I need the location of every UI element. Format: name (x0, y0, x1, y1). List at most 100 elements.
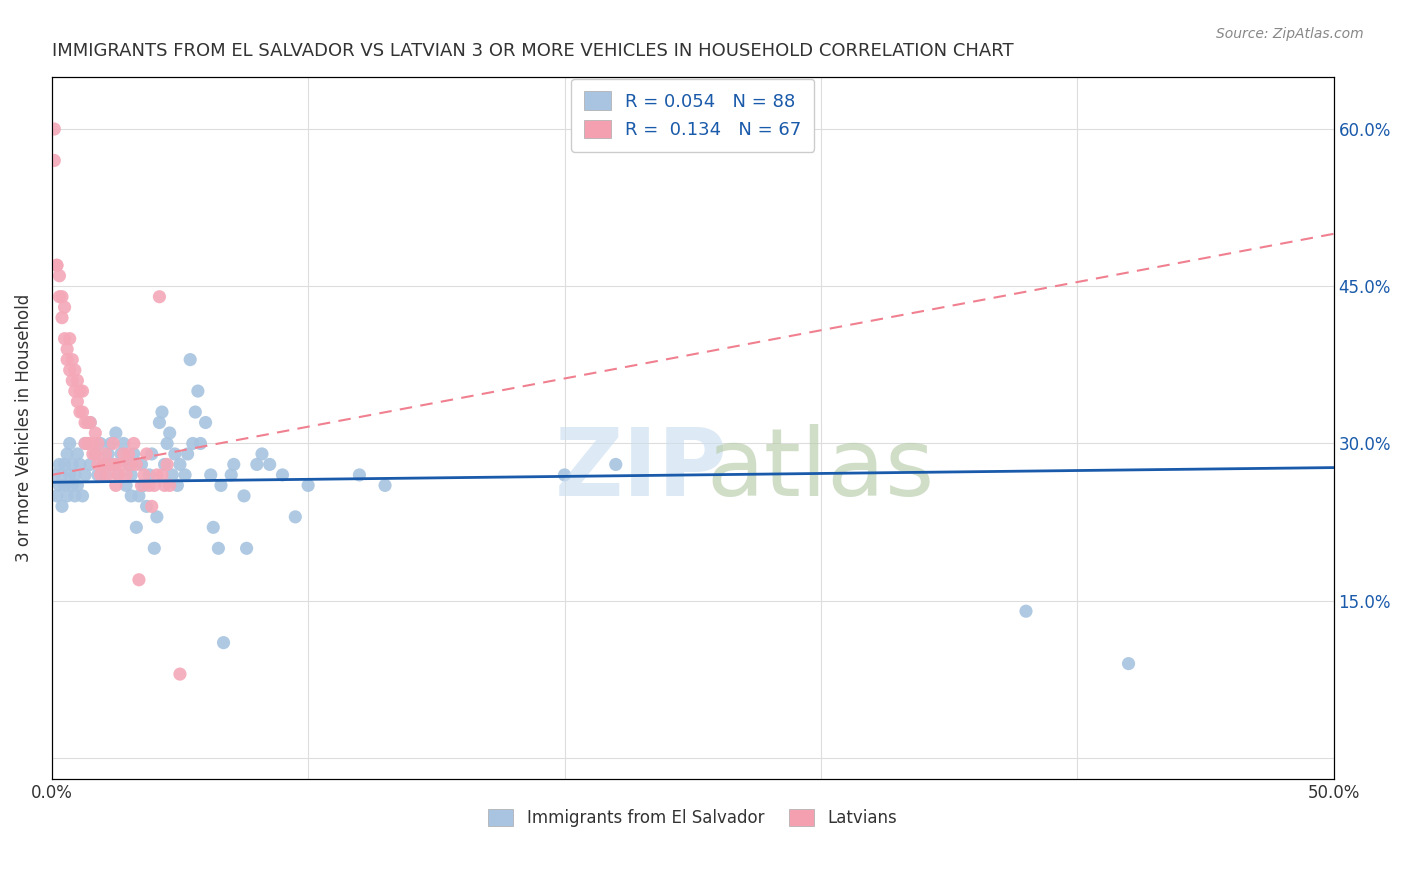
Point (48, 458, 70, 472)
Point (63, 363, 86, 377)
Point (51, 467, 73, 482)
Point (89, 467, 111, 482)
Text: ZIP: ZIP (555, 424, 728, 516)
Point (138, 467, 160, 482)
Point (112, 436, 135, 450)
Point (56, 489, 79, 503)
Point (125, 458, 148, 472)
Point (148, 416, 170, 430)
Point (72, 405, 94, 419)
Point (156, 458, 179, 472)
Point (84, 425, 107, 440)
Point (162, 467, 184, 482)
Point (202, 520, 225, 534)
Point (59, 467, 82, 482)
Point (128, 573, 150, 587)
Point (187, 384, 209, 398)
Point (132, 478, 155, 492)
Point (97, 467, 120, 482)
Point (143, 478, 166, 492)
Point (150, 405, 173, 419)
Point (53, 300, 76, 314)
Point (110, 447, 132, 461)
Text: IMMIGRANTS FROM EL SALVADOR VS LATVIAN 3 OR MORE VEHICLES IN HOUSEHOLD CORRELATI: IMMIGRANTS FROM EL SALVADOR VS LATVIAN 3… (52, 42, 1014, 60)
Point (553, 467, 575, 482)
Point (91, 458, 114, 472)
Point (82, 436, 104, 450)
Point (51, 290, 73, 304)
Point (51, 500, 73, 514)
Point (53, 458, 76, 472)
Point (84, 447, 107, 461)
Point (184, 405, 207, 419)
Point (1118, 657, 1140, 671)
Point (235, 541, 257, 556)
Point (44, 153, 66, 168)
Point (128, 489, 150, 503)
Point (66, 447, 89, 461)
Point (59, 363, 82, 377)
Point (79, 416, 101, 430)
Point (194, 416, 217, 430)
Point (112, 447, 135, 461)
Point (69, 405, 91, 419)
Point (150, 467, 173, 482)
Point (605, 458, 627, 472)
Text: Source: ZipAtlas.com: Source: ZipAtlas.com (1216, 27, 1364, 41)
Point (63, 384, 86, 398)
Point (72, 384, 94, 398)
Point (159, 425, 181, 440)
Point (207, 541, 229, 556)
Point (118, 458, 141, 472)
Point (122, 436, 145, 450)
Point (53, 332, 76, 346)
Point (120, 489, 142, 503)
Point (79, 458, 101, 472)
Point (349, 467, 371, 482)
Point (103, 458, 125, 472)
Point (63, 467, 86, 482)
Point (166, 478, 188, 492)
Point (104, 425, 127, 440)
Point (59, 332, 82, 346)
Point (87, 436, 110, 450)
Point (169, 667, 191, 681)
Point (209, 478, 232, 492)
Point (69, 384, 91, 398)
Point (259, 458, 281, 472)
Point (143, 541, 166, 556)
Point (120, 467, 142, 482)
Point (76, 436, 98, 450)
Point (60, 458, 83, 472)
Point (222, 458, 245, 472)
Point (246, 458, 269, 472)
Point (44, 122, 66, 136)
Point (48, 290, 70, 304)
Point (250, 447, 273, 461)
Point (87, 458, 110, 472)
Point (297, 478, 319, 492)
Point (69, 458, 91, 472)
Point (56, 352, 79, 367)
Point (48, 478, 70, 492)
Point (66, 394, 89, 409)
Point (179, 352, 201, 367)
Point (233, 489, 256, 503)
Point (94, 467, 117, 482)
Point (72, 489, 94, 503)
Point (159, 478, 181, 492)
Point (45, 258, 67, 272)
Point (141, 447, 163, 461)
Point (79, 436, 101, 450)
Point (122, 447, 145, 461)
Point (131, 478, 153, 492)
Point (219, 467, 242, 482)
Point (135, 500, 157, 514)
Point (1015, 604, 1038, 618)
Point (60, 374, 83, 388)
Point (120, 458, 142, 472)
Point (118, 447, 141, 461)
Point (190, 436, 212, 450)
Point (48, 268, 70, 283)
Point (60, 352, 83, 367)
